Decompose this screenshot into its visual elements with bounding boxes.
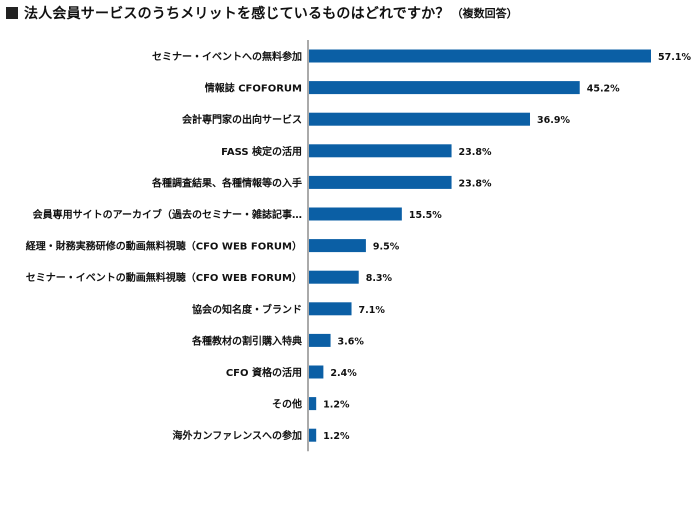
value-label: 57.1% <box>658 52 691 63</box>
value-label: 23.8% <box>459 178 492 189</box>
value-label: 8.3% <box>366 273 393 284</box>
category-label: その他 <box>272 398 302 411</box>
category-label: 協会の知名度・ブランド <box>192 303 302 316</box>
bar <box>309 144 452 158</box>
bar <box>309 302 352 316</box>
bar <box>309 112 531 126</box>
value-label: 7.1% <box>359 305 386 316</box>
category-label: 各種調査結果、各種情報等の入手 <box>151 176 302 189</box>
category-label: 情報誌 CFOFORUM <box>205 82 302 95</box>
value-label: 2.4% <box>330 368 357 379</box>
chart-title-note: （複数回答） <box>451 7 518 20</box>
category-label: 会計専門家の出向サービス <box>182 113 302 126</box>
category-label: セミナー・イベントへの無料参加 <box>152 50 302 63</box>
value-label: 3.6% <box>338 336 365 347</box>
category-label: 経理・財務実務研修の動画無料視聴（CFO WEB FORUM） <box>26 240 302 253</box>
bar <box>309 270 359 284</box>
value-label: 1.2% <box>323 400 350 411</box>
bar <box>309 49 651 63</box>
category-label: 各種教材の割引購入特典 <box>191 334 302 347</box>
category-label: 海外カンファレンスへの参加 <box>173 429 303 442</box>
value-label: 15.5% <box>409 210 442 221</box>
value-label: 1.2% <box>323 431 350 442</box>
chart-title: 法人会員サービスのうちメリットを感じているものはどれですか？ （複数回答） <box>6 2 518 24</box>
category-label: FASS 検定の活用 <box>221 145 302 158</box>
category-label: セミナー・イベントの動画無料視聴（CFO WEB FORUM） <box>26 271 302 284</box>
bar <box>309 239 366 253</box>
chart-title-main: 法人会員サービスのうちメリットを感じているものはどれですか？ <box>24 6 450 22</box>
value-label: 36.9% <box>537 115 570 126</box>
value-label: 23.8% <box>459 147 492 158</box>
category-label: 会員専用サイトのアーカイブ（過去のセミナー・雑誌記事… <box>33 208 302 221</box>
category-label: CFO 資格の活用 <box>226 366 302 379</box>
bar <box>309 333 331 347</box>
bar <box>309 207 402 221</box>
value-label: 9.5% <box>373 242 400 253</box>
title-square-icon <box>6 7 18 19</box>
value-label: 45.2% <box>587 84 620 95</box>
bar <box>309 397 317 411</box>
bar <box>309 365 324 379</box>
bar <box>309 81 580 95</box>
bar <box>309 428 317 442</box>
bar <box>309 175 452 189</box>
